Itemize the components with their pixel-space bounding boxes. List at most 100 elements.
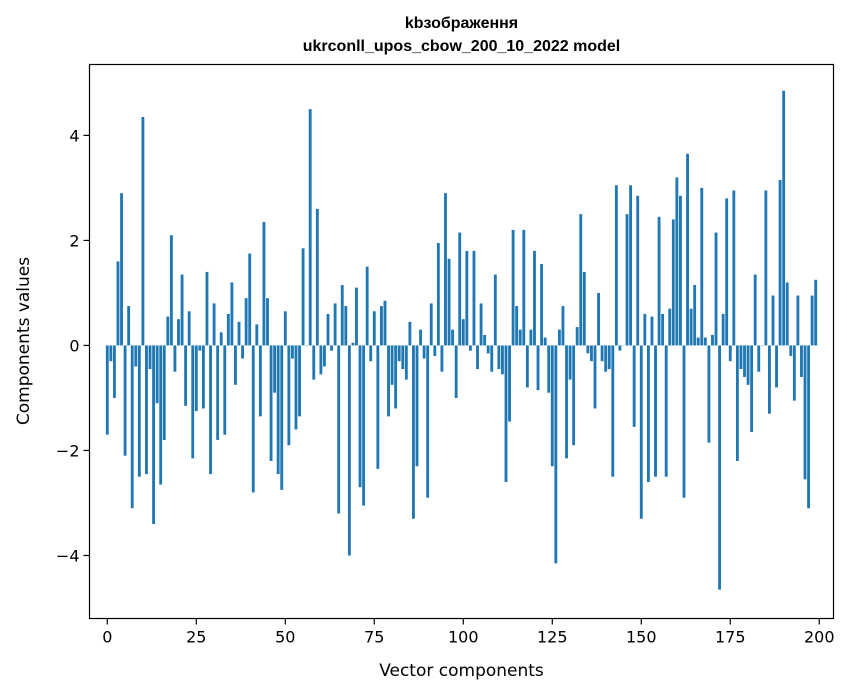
bar-17 bbox=[166, 316, 170, 346]
bar-95 bbox=[444, 193, 447, 346]
bar-181 bbox=[750, 345, 754, 433]
bar-46 bbox=[269, 345, 273, 461]
bar-76 bbox=[376, 345, 380, 469]
bar-179 bbox=[743, 345, 746, 377]
bar-197 bbox=[807, 345, 811, 509]
bar-37 bbox=[237, 321, 241, 346]
bar-178 bbox=[739, 345, 743, 370]
y-axis-label: Components values bbox=[14, 257, 34, 425]
bar-182 bbox=[753, 274, 757, 346]
bar-33 bbox=[223, 345, 227, 435]
bar-38 bbox=[241, 345, 244, 359]
bar-194 bbox=[796, 295, 800, 346]
bar-120 bbox=[533, 250, 536, 346]
bar-147 bbox=[629, 185, 633, 346]
bar-63 bbox=[330, 345, 333, 351]
bar-48 bbox=[276, 345, 280, 475]
bar-27 bbox=[201, 345, 205, 409]
bar-113 bbox=[508, 345, 511, 422]
y-tick-label: −2 bbox=[56, 441, 80, 460]
bar-110 bbox=[497, 345, 501, 370]
bar-131 bbox=[572, 345, 576, 446]
bar-71 bbox=[358, 345, 362, 488]
bar-117 bbox=[522, 229, 526, 346]
bar-91 bbox=[429, 303, 433, 346]
bar-84 bbox=[404, 345, 408, 380]
bar-193 bbox=[792, 345, 796, 401]
x-tick-label: 100 bbox=[448, 628, 479, 647]
bar-86 bbox=[412, 345, 415, 519]
bar-47 bbox=[273, 345, 277, 393]
bar-121 bbox=[536, 345, 540, 391]
bar-108 bbox=[490, 345, 494, 372]
bar-163 bbox=[686, 153, 689, 346]
bar-11 bbox=[145, 345, 148, 475]
bar-192 bbox=[789, 345, 793, 356]
bar-69 bbox=[351, 342, 355, 346]
bar-167 bbox=[700, 187, 704, 346]
bar-107 bbox=[486, 345, 490, 354]
bar-82 bbox=[397, 345, 401, 362]
bar-49 bbox=[280, 345, 284, 490]
x-tick-label: 175 bbox=[715, 628, 746, 647]
bar-85 bbox=[408, 321, 412, 346]
bar-119 bbox=[529, 329, 533, 346]
x-tick-label: 25 bbox=[186, 628, 206, 647]
bar-40 bbox=[248, 253, 252, 346]
bar-31 bbox=[216, 345, 220, 440]
bar-102 bbox=[468, 345, 472, 351]
bar-43 bbox=[258, 345, 262, 417]
x-tick-label: 125 bbox=[537, 628, 568, 647]
bar-148 bbox=[632, 345, 636, 427]
x-tick-label: 75 bbox=[364, 628, 384, 647]
chart-title: kbзображення bbox=[405, 15, 518, 32]
bar-90 bbox=[426, 345, 430, 498]
bar-137 bbox=[593, 345, 597, 409]
bar-186 bbox=[768, 345, 771, 414]
bar-13 bbox=[152, 345, 155, 524]
bar-32 bbox=[219, 332, 223, 346]
bar-75 bbox=[372, 311, 376, 346]
bar-61 bbox=[323, 345, 326, 367]
bar-21 bbox=[180, 274, 184, 346]
bar-92 bbox=[433, 345, 437, 356]
bar-73 bbox=[365, 266, 369, 346]
bar-93 bbox=[436, 243, 440, 346]
y-axis-ticks: −4 −2 0 2 4 bbox=[56, 126, 90, 565]
bar-28 bbox=[205, 271, 209, 346]
bar-164 bbox=[689, 308, 693, 346]
bar-81 bbox=[394, 345, 398, 409]
bar-168 bbox=[703, 337, 707, 346]
bar-185 bbox=[764, 190, 768, 346]
bar-174 bbox=[725, 198, 729, 346]
bar-127 bbox=[557, 329, 561, 346]
bar-5 bbox=[123, 345, 127, 456]
y-tick-label: −4 bbox=[56, 546, 80, 565]
bar-130 bbox=[568, 345, 572, 380]
bar-114 bbox=[511, 229, 515, 346]
bar-149 bbox=[636, 195, 640, 346]
bar-157 bbox=[664, 345, 668, 477]
bar-65 bbox=[337, 345, 341, 514]
bar-152 bbox=[646, 345, 650, 482]
bar-142 bbox=[611, 345, 615, 477]
x-axis-label: Vector components bbox=[379, 661, 544, 681]
bar-68 bbox=[347, 345, 351, 556]
bar-18 bbox=[169, 235, 173, 346]
bar-122 bbox=[540, 264, 544, 346]
bar-112 bbox=[504, 345, 508, 482]
bar-191 bbox=[785, 282, 789, 346]
bar-128 bbox=[561, 306, 565, 346]
bar-88 bbox=[419, 329, 422, 346]
bar-165 bbox=[693, 285, 697, 346]
bar-198 bbox=[810, 295, 814, 346]
bar-45 bbox=[266, 298, 269, 346]
bar-151 bbox=[643, 313, 647, 346]
bar-22 bbox=[184, 345, 188, 406]
bar-53 bbox=[294, 345, 298, 430]
bar-162 bbox=[682, 345, 686, 498]
bar-150 bbox=[639, 345, 643, 519]
bar-175 bbox=[728, 345, 732, 362]
bar-199 bbox=[814, 279, 818, 346]
